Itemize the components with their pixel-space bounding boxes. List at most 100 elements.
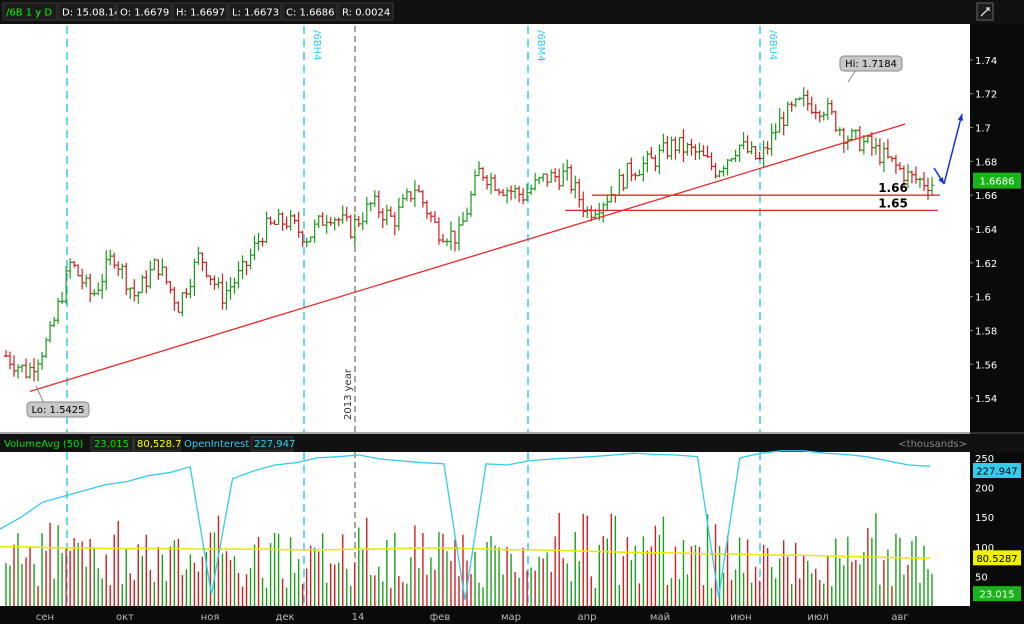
avg-badge-box — [973, 550, 1021, 566]
price-bar — [240, 255, 245, 280]
price-bar — [60, 291, 65, 304]
level-label: 1.65 — [878, 196, 908, 210]
price-bar — [48, 320, 53, 343]
lo-marker-box — [26, 401, 90, 418]
price-bar — [24, 358, 29, 379]
price-bar — [220, 273, 225, 310]
price-bar — [176, 301, 181, 313]
forecast-arrow-up — [943, 113, 963, 185]
price-bar — [344, 206, 349, 222]
price-bar — [541, 173, 546, 182]
price-tick-label: 1.64 — [975, 225, 997, 236]
year-marker-label: 2013 year — [343, 368, 354, 420]
price-bar — [84, 274, 89, 288]
price-bar — [481, 167, 486, 181]
price-bar — [408, 191, 413, 203]
price-bar — [801, 87, 806, 107]
price-bar — [629, 157, 634, 182]
oi-badge-box — [973, 463, 1021, 479]
price-bar — [352, 213, 357, 247]
price-bar — [513, 185, 518, 199]
price-bar — [537, 176, 542, 185]
price-bar — [641, 156, 646, 182]
price-bar — [168, 281, 173, 294]
price-bar — [517, 186, 522, 203]
lo-marker: Lo: 1.5425 — [31, 405, 84, 416]
price-bar — [212, 275, 217, 290]
price-bar — [232, 277, 237, 294]
volume-indicator-label: VolumeAvg (50) — [4, 439, 84, 450]
price-bar — [68, 258, 73, 279]
price-bar — [452, 230, 457, 252]
price-bar — [577, 178, 582, 208]
price-bar — [761, 140, 766, 168]
price-tick-label: 1.7 — [975, 124, 991, 135]
price-bar — [324, 215, 329, 234]
price-bar — [917, 177, 922, 188]
price-bar — [356, 215, 361, 228]
price-bar — [120, 263, 125, 279]
price-bar — [128, 287, 133, 300]
month-tick-label: фев — [430, 612, 451, 623]
price-bar — [428, 211, 433, 223]
month-tick-label: май — [650, 612, 670, 623]
price-tick-label: 1.62 — [975, 259, 997, 270]
price-bar — [248, 248, 253, 270]
price-bar — [88, 273, 93, 303]
price-bar — [76, 264, 81, 277]
price-tick-label: 1.74 — [975, 56, 997, 67]
price-bar — [713, 162, 718, 179]
units-label: <thousands> — [898, 439, 967, 450]
price-bar — [905, 164, 910, 188]
price-tick-label: 1.68 — [975, 157, 997, 168]
price-bar — [92, 289, 97, 297]
price-bar — [477, 161, 482, 177]
price-bar — [497, 188, 502, 196]
contract-roll-label: /6BH4 — [311, 30, 322, 60]
price-bar — [693, 144, 698, 161]
price-bar — [881, 142, 886, 173]
price-bar — [705, 145, 710, 158]
price-bar — [769, 123, 774, 157]
volume-tick-label: 200 — [975, 484, 994, 495]
avg-badge: 80.5287 — [976, 554, 1017, 565]
price-bar — [436, 217, 441, 245]
price-bar — [545, 173, 550, 187]
price-bar — [228, 276, 233, 300]
price-bar — [140, 274, 145, 294]
price-bar — [192, 258, 197, 296]
oi-badge: 227.947 — [976, 467, 1017, 478]
volume-average-line — [0, 546, 931, 560]
price-bar — [412, 180, 417, 207]
price-bar — [256, 232, 261, 251]
price-bar — [581, 191, 586, 218]
last-price-badge — [973, 172, 1021, 189]
price-bar — [348, 214, 353, 239]
price-bar — [469, 190, 474, 217]
price-bar — [525, 183, 530, 201]
volume-badge: 23.015 — [980, 590, 1015, 601]
price-bar — [781, 111, 786, 136]
price-bar — [665, 136, 670, 159]
price-bar — [553, 168, 558, 183]
price-bar — [20, 364, 25, 373]
contract-roll-label: /6BM4 — [535, 30, 546, 62]
price-bar — [873, 137, 878, 155]
price-bar — [701, 145, 706, 157]
price-bar — [605, 194, 610, 212]
price-bar — [845, 135, 850, 150]
month-tick-label: июн — [730, 612, 751, 623]
price-bar — [861, 134, 866, 155]
price-bar — [172, 286, 177, 311]
price-bar — [681, 129, 686, 163]
price-bar — [416, 184, 421, 193]
price-bar — [777, 108, 782, 133]
settings-arrow-icon — [980, 7, 990, 17]
month-tick-label: 14 — [352, 612, 365, 623]
price-bar — [136, 291, 141, 304]
volume-badge-box — [973, 586, 1021, 602]
price-bar — [925, 177, 930, 200]
price-bar — [857, 126, 862, 152]
